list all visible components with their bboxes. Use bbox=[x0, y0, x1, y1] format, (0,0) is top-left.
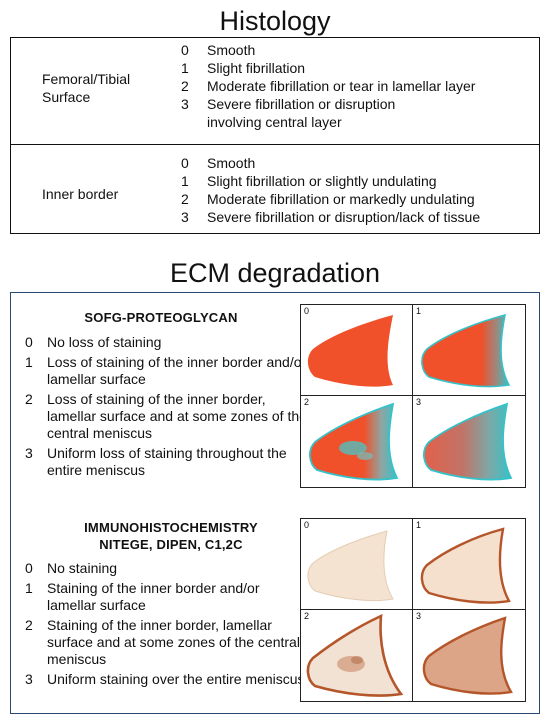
grade-number: 0 bbox=[181, 42, 189, 58]
heading-line: NITEGE, DIPEN, C1,2C bbox=[99, 537, 243, 552]
sofg-panel-1: 1 bbox=[413, 305, 525, 396]
histology-row-inner-border: Inner border 0 Smooth 1 Slight fibrillatio… bbox=[11, 144, 539, 233]
grade-text: Staining of the inner border, lamellar s… bbox=[47, 617, 300, 667]
panel-label: 2 bbox=[304, 611, 310, 621]
ihc-panel-2: 2 bbox=[301, 610, 413, 701]
grade-item: 2 Loss of staining of the inner border, l… bbox=[25, 391, 307, 442]
grade-text: Smooth bbox=[207, 42, 256, 58]
grade-text: Staining of the inner border and/or lame… bbox=[47, 580, 260, 613]
heading-line: SOFG-PROTEOGLYCAN bbox=[84, 310, 238, 325]
grade-number: 1 bbox=[25, 354, 33, 370]
row-label-line: Femoral/Tibial bbox=[42, 71, 131, 87]
grade-text: involving central layer bbox=[207, 114, 342, 130]
row-label: Inner border bbox=[42, 185, 118, 203]
ihc-panel-0: 0 bbox=[301, 519, 413, 610]
ihc-panel-3: 3 bbox=[413, 610, 525, 701]
ihc-image-grid: 0 1 2 3 bbox=[300, 518, 526, 702]
ihc-grade-list: 0 No staining 1 Staining of the inner bord… bbox=[25, 560, 307, 691]
grade-text: Loss of staining of the inner border and… bbox=[47, 354, 307, 387]
grade-text: Uniform staining over the entire meniscu… bbox=[47, 671, 305, 687]
grade-item: 1 Slight fibrillation or slightly undulat… bbox=[181, 172, 480, 190]
grade-item: 1 Slight fibrillation bbox=[181, 59, 475, 77]
ecm-box: SOFG-PROTEOGLYCAN 0 No loss of staining 1… bbox=[10, 292, 540, 714]
grade-number: 3 bbox=[181, 209, 189, 225]
grade-text: Smooth bbox=[207, 155, 256, 171]
meniscus-sofg-2 bbox=[309, 402, 399, 481]
grade-number: 0 bbox=[25, 560, 33, 576]
grade-number: 3 bbox=[25, 671, 33, 687]
row-label-line: Surface bbox=[42, 89, 91, 105]
panel-label: 0 bbox=[304, 306, 310, 316]
meniscus-sofg-1 bbox=[421, 313, 511, 388]
sofg-panel-2: 2 bbox=[301, 396, 413, 487]
grade-item: 0 Smooth bbox=[181, 154, 480, 172]
grade-number: 0 bbox=[25, 334, 33, 350]
grade-item: 1 Staining of the inner border and/or lam… bbox=[25, 580, 307, 614]
grade-text: Slight fibrillation bbox=[207, 60, 306, 76]
sofg-panel-3: 3 bbox=[413, 396, 525, 487]
grade-text: Severe fibrillation or disruption/lack o… bbox=[207, 209, 481, 225]
ihc-heading: IMMUNOHISTOCHEMISTRY NITEGE, DIPEN, C1,2… bbox=[21, 519, 321, 553]
grade-number: 1 bbox=[181, 60, 189, 76]
panel-label: 0 bbox=[304, 520, 310, 530]
histology-title: Histology bbox=[219, 6, 331, 36]
grade-text: Moderate fibrillation or markedly undula… bbox=[207, 191, 475, 207]
grade-number: 0 bbox=[181, 155, 189, 171]
grade-number: 3 bbox=[181, 96, 189, 112]
panel-label: 1 bbox=[416, 520, 422, 530]
grade-list: 0 Smooth 1 Slight fibrillation or slightly… bbox=[181, 154, 480, 226]
sofg-image-grid: 0 1 bbox=[300, 304, 526, 488]
grade-number: 1 bbox=[25, 580, 33, 596]
grade-number: 1 bbox=[181, 173, 189, 189]
grade-text: No loss of staining bbox=[47, 334, 162, 350]
grade-text: Severe fibrillation or disruption bbox=[207, 96, 396, 112]
grade-number bbox=[181, 113, 207, 131]
grade-item-continuation: involving central layer bbox=[181, 113, 475, 131]
row-label: Femoral/Tibial Surface bbox=[42, 70, 130, 106]
meniscus-ihc-0 bbox=[307, 530, 394, 602]
row-label-line: Inner border bbox=[42, 186, 119, 202]
panel-label: 3 bbox=[416, 611, 422, 621]
grade-item: 0 No loss of staining bbox=[25, 334, 307, 351]
grade-list: 0 Smooth 1 Slight fibrillation 2 Moderate f… bbox=[181, 41, 475, 131]
grade-item: 0 No staining bbox=[25, 560, 307, 577]
meniscus-sofg-3 bbox=[423, 402, 513, 481]
histology-row-surface: Femoral/Tibial Surface 0 Smooth 1 Slight f… bbox=[11, 38, 539, 145]
meniscus-ihc-1 bbox=[420, 527, 511, 604]
ihc-panel-1: 1 bbox=[413, 519, 525, 610]
grade-text: Slight fibrillation or slightly undulati… bbox=[207, 173, 437, 189]
grade-number: 2 bbox=[181, 191, 189, 207]
heading-line: IMMUNOHISTOCHEMISTRY bbox=[84, 520, 258, 535]
grade-text: No staining bbox=[47, 560, 118, 576]
grade-number: 2 bbox=[181, 78, 189, 94]
ecm-title: ECM degradation bbox=[169, 258, 381, 288]
panel-label: 1 bbox=[416, 306, 422, 316]
grade-number: 3 bbox=[25, 445, 33, 461]
meniscus-ihc-3 bbox=[422, 616, 513, 695]
sofg-panel-0: 0 bbox=[301, 305, 413, 396]
grade-text: Loss of staining of the inner border, la… bbox=[47, 391, 307, 441]
grade-item: 2 Staining of the inner border, lamellar … bbox=[25, 617, 307, 668]
grade-item: 3 Uniform staining over the entire menisc… bbox=[25, 671, 307, 688]
grade-item: 3 Severe fibrillation or disruption/lack … bbox=[181, 208, 480, 226]
grade-item: 0 Smooth bbox=[181, 41, 475, 59]
grade-number: 2 bbox=[25, 391, 33, 407]
grade-item: 2 Moderate fibrillation or markedly undul… bbox=[181, 190, 480, 208]
sofg-grade-list: 0 No loss of staining 1 Loss of staining o… bbox=[25, 334, 307, 482]
grade-text: Uniform loss of staining throughout the … bbox=[47, 445, 287, 478]
grade-text: Moderate fibrillation or tear in lamella… bbox=[207, 78, 476, 94]
grade-number: 2 bbox=[25, 617, 33, 633]
grade-item: 3 Uniform loss of staining throughout the… bbox=[25, 445, 307, 479]
grade-item: 1 Loss of staining of the inner border an… bbox=[25, 354, 307, 388]
meniscus-ihc-2 bbox=[306, 613, 404, 697]
meniscus-sofg-0 bbox=[307, 315, 393, 387]
histology-table: Femoral/Tibial Surface 0 Smooth 1 Slight f… bbox=[10, 37, 540, 234]
sofg-heading: SOFG-PROTEOGLYCAN bbox=[51, 309, 271, 326]
grade-item: 2 Moderate fibrillation or tear in lamell… bbox=[181, 77, 475, 95]
panel-label: 2 bbox=[304, 397, 310, 407]
grade-item: 3 Severe fibrillation or disruption bbox=[181, 95, 475, 113]
panel-label: 3 bbox=[416, 397, 422, 407]
